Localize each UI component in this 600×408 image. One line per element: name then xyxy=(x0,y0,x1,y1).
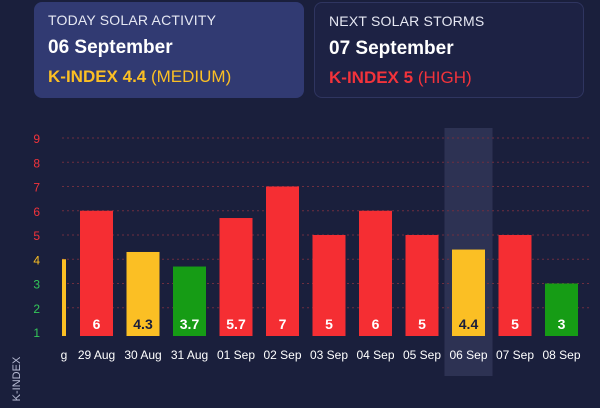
bar[interactable] xyxy=(359,210,392,336)
x-tick-label: 29 Aug xyxy=(78,348,115,362)
bar[interactable] xyxy=(405,235,439,336)
next-date: 07 September xyxy=(329,38,454,59)
y-tick-label: 9 xyxy=(33,132,40,146)
x-tick-label: 05 Sep xyxy=(403,348,441,362)
bar[interactable] xyxy=(62,259,66,336)
x-tick-label: g xyxy=(61,348,68,362)
x-tick-label: 07 Sep xyxy=(496,348,534,362)
bar-value-label: 5 xyxy=(418,316,426,332)
x-tick-label: 31 Aug xyxy=(171,348,208,362)
bar-value-label: 5 xyxy=(325,316,333,332)
bar[interactable] xyxy=(452,249,485,336)
today-kindex-value: K-INDEX 4.4 xyxy=(48,67,147,86)
bar-value-label: 7 xyxy=(279,316,287,332)
y-axis-label: K-INDEX xyxy=(10,352,24,406)
bar[interactable] xyxy=(545,283,578,337)
bar-value-label: 4.4 xyxy=(459,316,479,332)
x-tick-label: 03 Sep xyxy=(310,348,348,362)
bar[interactable] xyxy=(498,235,532,336)
today-kindex-level: (MEDIUM) xyxy=(150,67,232,86)
x-tick-label: 08 Sep xyxy=(542,348,580,362)
today-kindex: K-INDEX 4.4 (MEDIUM) xyxy=(48,67,290,87)
next-storms-card: NEXT SOLAR STORMS 07 September K-INDEX 5… xyxy=(314,2,584,98)
next-kindex-value: K-INDEX 5 xyxy=(329,68,414,87)
next-heading: NEXT SOLAR STORMS xyxy=(329,13,485,29)
x-tick-label: 01 Sep xyxy=(217,348,255,362)
bar[interactable] xyxy=(312,235,346,336)
bar-value-label: 4.3 xyxy=(133,316,153,332)
today-date: 06 September xyxy=(48,37,173,58)
x-tick-label: 04 Sep xyxy=(356,348,394,362)
bar[interactable] xyxy=(80,210,113,336)
next-kindex: K-INDEX 5 (HIGH) xyxy=(329,68,569,88)
y-tick-label: 1 xyxy=(33,326,40,340)
bar[interactable] xyxy=(219,218,253,336)
bar[interactable] xyxy=(266,186,299,337)
today-heading: TODAY SOLAR ACTIVITY xyxy=(48,12,217,28)
bar-value-label: 3 xyxy=(558,316,566,332)
today-solar-card: TODAY SOLAR ACTIVITY 06 September K-INDE… xyxy=(34,2,304,98)
x-tick-label: 06 Sep xyxy=(449,348,487,362)
y-tick-label: 5 xyxy=(33,229,40,243)
bar-value-label: 6 xyxy=(93,316,101,332)
next-kindex-level: (HIGH) xyxy=(417,68,472,87)
y-tick-label: 4 xyxy=(33,253,40,267)
y-tick-label: 3 xyxy=(33,278,40,292)
y-tick-label: 2 xyxy=(33,302,40,316)
y-tick-label: 7 xyxy=(33,181,40,195)
x-tick-label: 02 Sep xyxy=(263,348,301,362)
x-tick-label: 30 Aug xyxy=(124,348,161,362)
bar-value-label: 5.7 xyxy=(226,316,246,332)
y-tick-label: 6 xyxy=(33,205,40,219)
y-axis-label-text: K-INDEX xyxy=(11,356,23,402)
bar-value-label: 3.7 xyxy=(180,316,200,332)
bar[interactable] xyxy=(126,251,160,336)
bar-value-label: 5 xyxy=(511,316,519,332)
bar[interactable] xyxy=(173,266,206,336)
y-tick-label: 8 xyxy=(33,156,40,170)
bar-value-label: 6 xyxy=(372,316,380,332)
kindex-bar-chart: 1 2 3 4 5 6 7 8 9 g 6 29 Aug 4.3 30 Aug 3.7 31 Aug 5.7 01… xyxy=(33,128,590,376)
